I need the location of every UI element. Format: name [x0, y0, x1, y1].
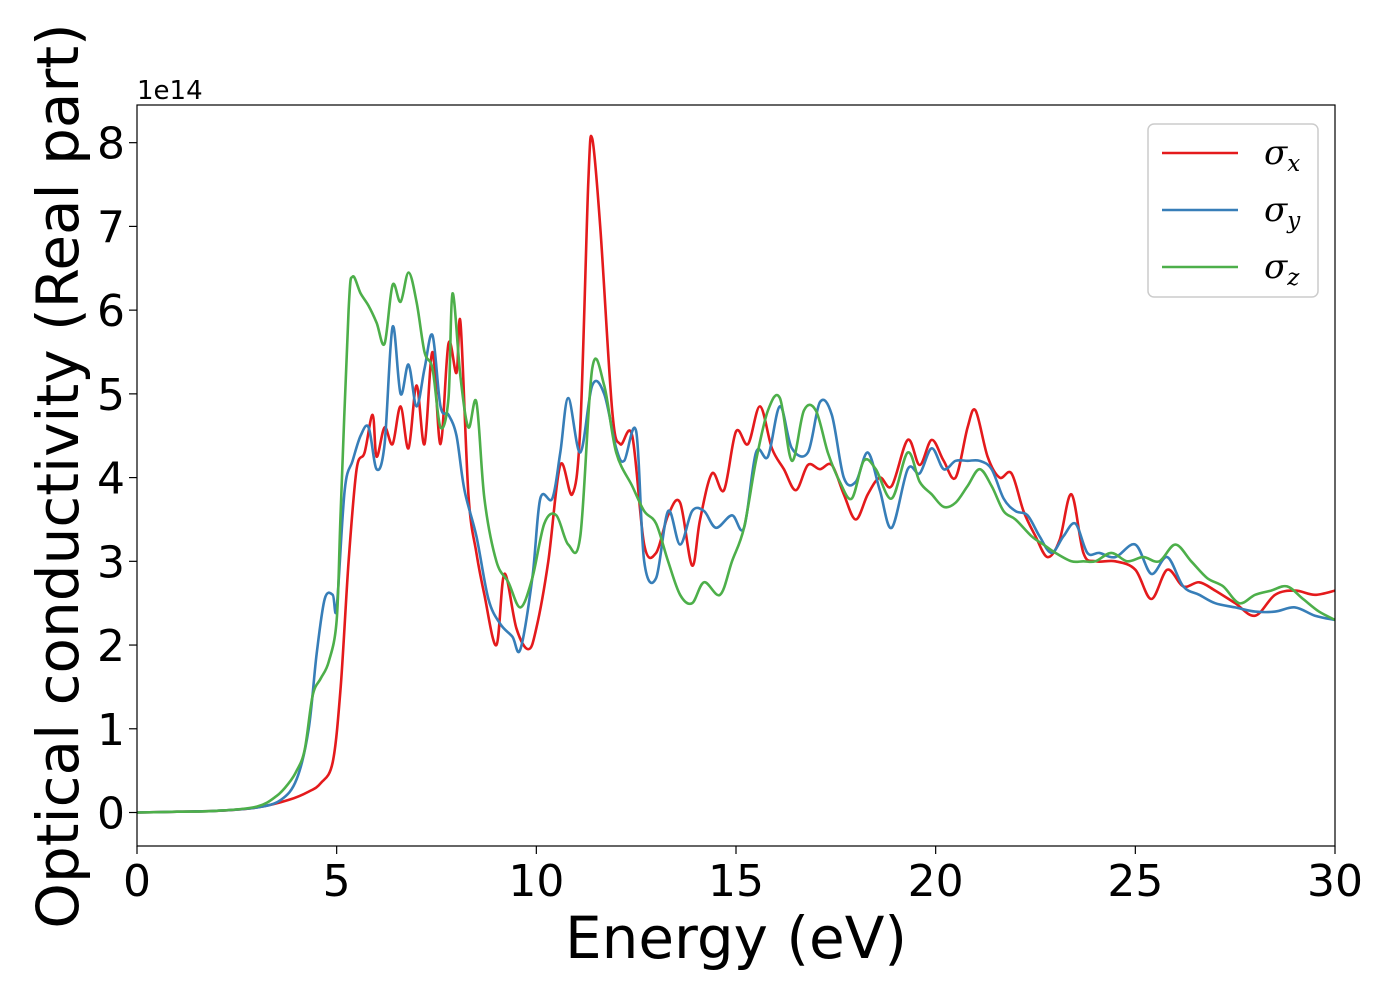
y-tick-label: 3 — [97, 537, 125, 588]
y-axis-label: Optical conductivity (Real part) — [24, 23, 92, 928]
y-tick-label: 2 — [97, 621, 125, 672]
x-tick-label: 30 — [1307, 856, 1363, 907]
legend: σx σy σz — [1147, 123, 1319, 298]
legend-label-z: σz — [1264, 247, 1300, 291]
legend-entries: σx σy σz — [1162, 133, 1301, 291]
x-tick-label: 10 — [508, 856, 564, 907]
y-tick-label: 0 — [97, 789, 125, 840]
y-tick-label: 7 — [97, 202, 125, 253]
x-tick-label: 25 — [1107, 856, 1163, 907]
y-tick-label: 1 — [97, 705, 125, 756]
legend-label-x: σx — [1264, 133, 1300, 177]
plot-area — [136, 104, 1336, 847]
x-axis-label: Energy (eV) — [565, 904, 907, 972]
y-axis-ticks: 0 1 2 3 4 5 6 7 8 — [97, 119, 137, 840]
x-tick-label: 20 — [908, 856, 964, 907]
y-tick-label: 6 — [97, 286, 125, 337]
y-axis-offset-label: 1e14 — [137, 76, 203, 106]
series-line-z — [137, 271, 1335, 814]
series-line-y — [137, 325, 1335, 814]
legend-label-y: σy — [1264, 190, 1301, 234]
x-tick-label: 0 — [123, 856, 151, 907]
x-axis-ticks: 0 5 10 15 20 25 30 — [123, 846, 1363, 907]
y-tick-label: 5 — [97, 370, 125, 421]
x-tick-label: 15 — [708, 856, 764, 907]
x-tick-label: 5 — [323, 856, 351, 907]
series-layer — [137, 134, 1335, 814]
y-tick-label: 4 — [97, 454, 125, 505]
y-tick-label: 8 — [97, 119, 125, 170]
